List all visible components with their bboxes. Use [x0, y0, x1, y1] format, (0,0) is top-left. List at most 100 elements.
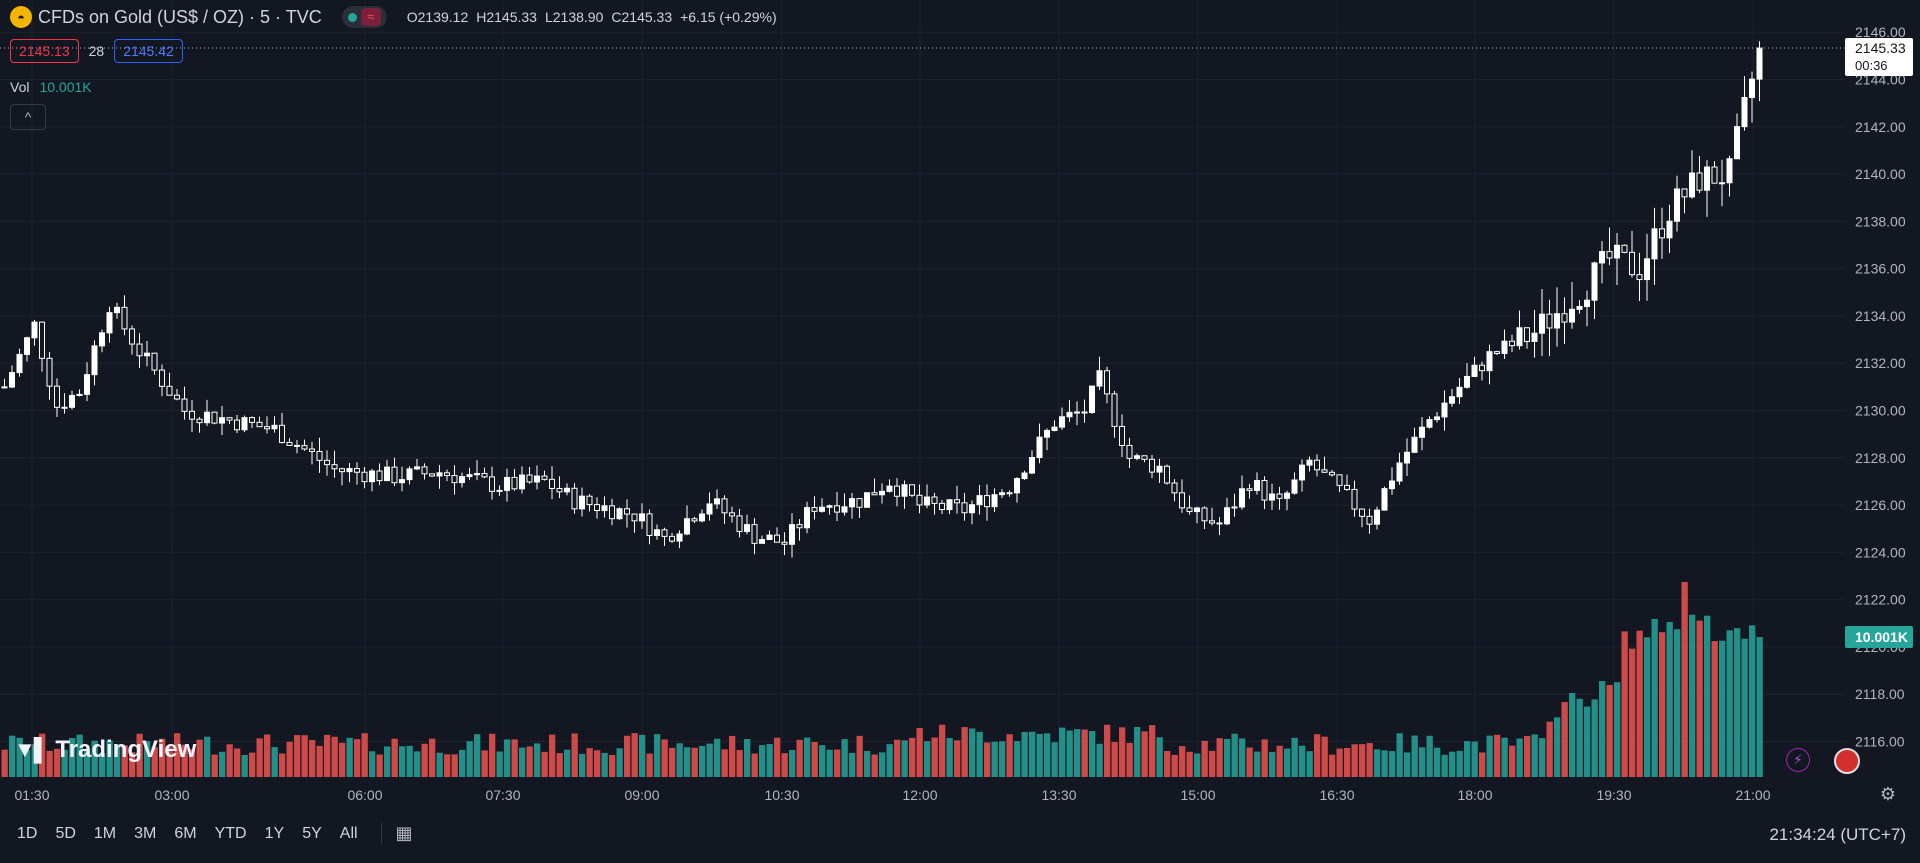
candle-body — [1291, 479, 1298, 494]
candle-body — [1096, 370, 1103, 387]
settings-gear-icon[interactable]: ⚙ — [1879, 784, 1896, 804]
candle-body — [849, 498, 855, 508]
volume-bar — [1561, 702, 1568, 777]
range-3m-button[interactable]: 3M — [134, 824, 157, 842]
clock-timezone[interactable]: 21:34:24 (UTC+7) — [1769, 824, 1906, 844]
collapse-legend-button[interactable]: ^ — [10, 104, 46, 130]
candle-body — [954, 499, 960, 504]
candle-body — [856, 498, 863, 508]
volume-bar — [1509, 745, 1516, 777]
candle-body — [774, 534, 780, 543]
volume-bar — [1434, 747, 1441, 777]
candle-body — [406, 468, 413, 481]
volume-bar — [1479, 752, 1486, 777]
candle-body — [1239, 488, 1245, 508]
range-1d-button[interactable]: 1D — [17, 824, 38, 842]
volume-bar — [1726, 630, 1733, 777]
candle-body — [751, 524, 758, 544]
volume-bar — [1, 749, 8, 777]
candle-body — [1426, 419, 1433, 428]
volume-bar — [1524, 735, 1531, 777]
sell-price-button[interactable]: 2145.13 — [10, 39, 79, 63]
range-1y-button[interactable]: 1Y — [264, 824, 285, 842]
volume-bar — [1126, 742, 1133, 777]
candle-body — [684, 518, 690, 535]
low-value: 2138.90 — [552, 9, 604, 25]
volume-bar — [661, 739, 668, 777]
volume-bar — [766, 744, 773, 777]
candle-body — [939, 502, 945, 511]
bottom-toolbar: 1D 5D 1M 3M 6M YTD 1Y 5Y All ▦ — [0, 805, 1920, 862]
candle-body — [511, 476, 518, 490]
x-axis-tick-label: 07:30 — [485, 787, 520, 803]
candle-body — [1306, 459, 1313, 466]
volume-bar — [1404, 752, 1411, 777]
volume-bar — [1614, 682, 1621, 777]
candle-body — [1171, 482, 1178, 494]
candle-body — [1674, 188, 1680, 222]
y-axis-tick-label: 2118.00 — [1855, 686, 1905, 702]
candle-body — [106, 312, 113, 334]
candle-body — [549, 478, 555, 489]
candle-body — [1741, 96, 1748, 128]
volume-bar — [136, 733, 143, 777]
volume-bar — [1659, 632, 1666, 777]
candle-body — [46, 357, 53, 387]
volume-bar — [894, 739, 901, 777]
close-value: 2145.33 — [621, 9, 673, 25]
candle-body — [984, 495, 990, 508]
range-ytd-button[interactable]: YTD — [214, 824, 247, 842]
volume-bar — [301, 735, 308, 777]
candle-body — [159, 369, 165, 387]
volume-bar — [24, 749, 31, 777]
volume-bar — [1516, 738, 1523, 777]
candle-body — [901, 484, 908, 497]
candle-body — [391, 466, 398, 484]
volume-bar — [976, 731, 983, 777]
bid-ask-row: 2145.13 28 2145.42 — [10, 39, 183, 63]
candle-body — [631, 513, 638, 522]
date-range-calendar-icon[interactable]: ▦ — [380, 823, 413, 844]
range-6m-button[interactable]: 6M — [174, 824, 197, 842]
volume-bar — [481, 750, 488, 777]
candle-body — [819, 506, 825, 512]
x-axis-tick-label: 16:30 — [1319, 787, 1354, 803]
volume-bar — [826, 749, 833, 777]
candle-body — [1366, 515, 1373, 525]
range-5y-button[interactable]: 5Y — [302, 824, 322, 842]
volume-bar — [414, 751, 421, 777]
buy-price-button[interactable]: 2145.42 — [114, 39, 183, 63]
volume-bar — [384, 746, 391, 777]
volume-bar — [1134, 727, 1141, 777]
x-axis-tick-label: 15:00 — [1180, 787, 1215, 803]
candle-body — [1464, 375, 1470, 388]
volume-bar — [924, 741, 931, 777]
volume-bar — [1096, 743, 1103, 777]
candle-body — [219, 417, 225, 424]
candle-body — [1329, 471, 1335, 476]
volume-bar — [339, 742, 346, 777]
volume-bar — [1051, 742, 1058, 777]
tradingview-logo[interactable]: ▼▌ TradingView — [14, 736, 196, 764]
symbol-title[interactable]: CFDs on Gold (US$ / OZ) · 5 · TVC — [38, 6, 322, 27]
volume-bar — [129, 752, 136, 777]
range-5d-button[interactable]: 5D — [55, 824, 76, 842]
range-all-button[interactable]: All — [339, 824, 358, 842]
volume-bar — [811, 742, 818, 777]
country-flag-icon[interactable] — [1834, 748, 1860, 774]
lightning-icon[interactable]: ⚡ — [1786, 748, 1810, 772]
candle-body — [661, 529, 668, 537]
candle-body — [1081, 411, 1088, 414]
range-1m-button[interactable]: 1M — [93, 824, 117, 842]
market-status[interactable]: ≈ — [341, 6, 387, 28]
volume-bar — [834, 749, 841, 777]
volume-bar — [1651, 618, 1658, 777]
candle-body — [196, 418, 203, 424]
volume-bar — [931, 737, 938, 777]
candle-body — [436, 472, 443, 477]
volume-bar — [46, 750, 53, 777]
volume-bar — [1089, 730, 1096, 777]
volume-bar — [571, 733, 578, 777]
candle-body — [316, 450, 323, 461]
